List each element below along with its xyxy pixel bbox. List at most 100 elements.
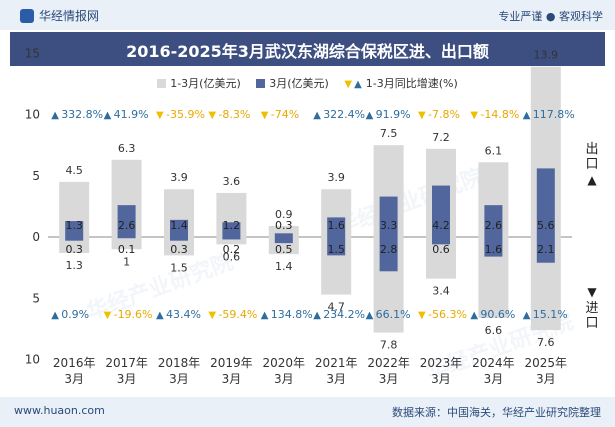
import-cumulative-bar: [111, 237, 142, 250]
export-cumulative-label: 13.9: [534, 49, 559, 62]
import-march-label: 0.5: [275, 243, 293, 256]
top-bar: 华经情报网 专业严谨 ● 客观科学: [0, 0, 615, 30]
export-growth-label: 322.4%: [323, 108, 365, 121]
x-tick-label-year: 2022年: [367, 356, 410, 370]
legend-item-cumulative: 1-3月(亿美元): [157, 75, 241, 91]
export-cumulative-label: 6.1: [485, 144, 503, 157]
y-tick-label: 10: [25, 108, 40, 122]
title-bar: 2016-2025年3月武汉东湖综合保税区进、出口额: [10, 32, 605, 66]
import-cumulative-label: 0.6: [223, 250, 241, 263]
export-march-label: 3.3: [380, 219, 398, 232]
import-growth-label: 0.9%: [61, 308, 89, 321]
import-growth-label: 15.1%: [533, 308, 568, 321]
down-triangle-icon: ▼: [418, 310, 426, 321]
footer-source: 数据来源：中国海关，华经产业研究院整理: [392, 406, 601, 419]
up-triangle-icon: ▲: [313, 110, 321, 121]
x-tick-label-year: 2016年: [53, 356, 96, 370]
export-march-bar: [65, 221, 84, 237]
export-march-bar: [536, 168, 555, 237]
import-cumulative-label: 1.3: [65, 259, 83, 272]
y-tick-label: 15: [25, 46, 40, 60]
import-march-bar: [379, 237, 398, 272]
export-march-bar: [170, 219, 188, 237]
brand[interactable]: 华经情报网: [20, 7, 99, 24]
import-growth-label: 134.8%: [271, 308, 313, 321]
import-march-bar: [117, 237, 136, 239]
x-tick-label-year: 2018年: [158, 356, 201, 370]
export-march-bar: [484, 205, 503, 237]
legend: 1-3月(亿美元) 3月(亿美元) ▼ ▲ 1-3月同比增速(%): [0, 75, 615, 91]
down-triangle-icon: ▼: [470, 110, 478, 121]
import-march-label: 0.6: [432, 243, 450, 256]
up-triangle-icon: ▲: [470, 310, 478, 321]
export-side-label-char: 口: [585, 157, 598, 172]
export-march-label: 2.6: [485, 219, 503, 232]
export-cumulative-label: 6.3: [118, 142, 136, 155]
import-cumulative-bar: [164, 237, 194, 256]
up-triangle-icon: ▲: [261, 310, 269, 321]
export-cumulative-label: 7.5: [380, 127, 398, 140]
import-cumulative-label: 3.4: [432, 285, 450, 298]
export-cumulative-label: 3.9: [170, 171, 188, 184]
export-cumulative-label: 3.9: [327, 171, 345, 184]
import-growth-label: 90.6%: [480, 308, 515, 321]
export-march-bar: [222, 222, 241, 237]
import-cumulative-bar: [59, 237, 90, 253]
footer-website[interactable]: www.huaon.com: [14, 404, 105, 417]
footer: www.huaon.com 数据来源：中国海关，华经产业研究院整理: [0, 397, 615, 427]
y-tick-label: 0: [32, 230, 40, 244]
legend-item-growth: ▼ ▲ 1-3月同比增速(%): [344, 75, 457, 91]
export-growth-label: -14.8%: [480, 108, 519, 121]
up-triangle-icon: ▲: [156, 310, 164, 321]
up-triangle-icon: ▲: [366, 110, 374, 121]
x-tick-label-year: 2019年: [210, 356, 253, 370]
import-cumulative-label: 4.7: [327, 301, 345, 314]
x-tick-label-month: 3月: [484, 372, 504, 386]
legend-swatch-gray: [157, 79, 167, 88]
down-triangle-icon: ▼: [208, 110, 216, 121]
up-triangle-icon: ▲: [51, 110, 59, 121]
legend-label-march: 3月(亿美元): [269, 77, 329, 90]
down-triangle-icon: ▼: [156, 110, 164, 121]
brand-logo-icon: [20, 8, 34, 23]
import-march-bar: [65, 237, 84, 241]
export-cumulative-label: 7.2: [432, 131, 450, 144]
import-march-bar: [274, 237, 293, 244]
x-tick-label-year: 2023年: [420, 356, 463, 370]
x-tick-label-month: 3月: [536, 372, 556, 386]
import-cumulative-bar: [216, 237, 247, 245]
import-growth-label: 43.4%: [166, 308, 201, 321]
import-march-label: 1.6: [485, 243, 503, 256]
import-cumulative-label: 7.8: [380, 339, 398, 352]
import-growth-label: -19.6%: [114, 308, 153, 321]
export-arrow-icon: ▲: [587, 173, 597, 187]
import-march-bar: [170, 237, 188, 241]
up-triangle-icon: ▲: [313, 310, 321, 321]
export-cumulative-label: 3.6: [223, 175, 241, 188]
down-triangle-icon: ▼: [261, 110, 269, 121]
y-tick-label: 10: [25, 353, 40, 367]
export-growth-label: -74%: [271, 108, 299, 121]
import-arrow-icon: ▼: [587, 285, 597, 299]
export-march-label: 5.6: [537, 219, 555, 232]
export-march-label: 1.4: [170, 219, 188, 232]
import-march-label: 0.3: [170, 243, 188, 256]
import-growth-label: -56.3%: [428, 308, 467, 321]
x-tick-label-year: 2025年: [525, 356, 568, 370]
up-triangle-icon: ▲: [104, 110, 112, 121]
import-cumulative-label: 1.4: [275, 260, 293, 273]
legend-swatch-blue: [256, 79, 266, 88]
chart-title: 2016-2025年3月武汉东湖综合保税区进、出口额: [126, 42, 489, 61]
export-growth-label: -35.9%: [166, 108, 205, 121]
import-march-label: 1.5: [327, 243, 345, 256]
legend-triangle-icon: ▼: [344, 79, 353, 90]
import-march-label: 0.1: [118, 243, 136, 256]
export-march-label: 0.3: [275, 219, 293, 232]
import-growth-label: 234.2%: [323, 308, 365, 321]
import-march-label: 2.8: [380, 243, 398, 256]
x-tick-label-month: 3月: [379, 372, 399, 386]
x-tick-label-year: 2020年: [263, 356, 306, 370]
down-triangle-icon: ▼: [208, 310, 216, 321]
import-cumulative-label: 6.6: [485, 324, 503, 337]
